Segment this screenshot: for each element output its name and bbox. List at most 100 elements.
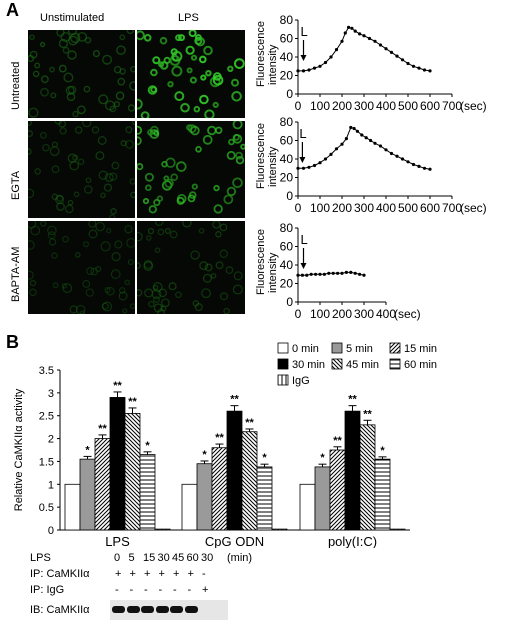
trace-point <box>344 270 348 274</box>
cell <box>40 221 47 227</box>
significance-marker: ** <box>230 394 239 406</box>
cell <box>74 126 83 134</box>
trace-point <box>373 39 377 43</box>
cell <box>212 74 224 86</box>
cell <box>147 129 154 136</box>
x-tick-label: 700 <box>442 201 462 215</box>
cell <box>59 127 67 135</box>
trace-point <box>296 166 300 170</box>
trace-point <box>362 273 366 277</box>
x-axis-unit: (sec) <box>460 201 487 215</box>
cell <box>88 229 98 239</box>
cell <box>34 62 41 69</box>
cell <box>120 140 127 147</box>
cell <box>122 308 128 314</box>
cell <box>234 58 245 69</box>
trace-point <box>395 54 399 58</box>
cell <box>106 286 115 296</box>
y-tick-label: 60 <box>280 32 294 46</box>
micrograph-cells <box>137 221 243 314</box>
cell <box>49 146 60 157</box>
cell <box>102 301 113 312</box>
bar <box>374 458 391 531</box>
panel-a-letter: A <box>6 0 19 20</box>
cell <box>124 225 133 234</box>
cell <box>153 296 160 303</box>
cell <box>153 198 161 207</box>
cell <box>205 70 212 77</box>
cell <box>130 65 135 73</box>
trace-point <box>358 272 362 276</box>
trace-point <box>352 126 356 131</box>
trace-point <box>343 31 347 35</box>
trace-point <box>353 29 357 33</box>
cell <box>157 228 165 236</box>
wb-lane-mark: - <box>173 584 177 596</box>
trace-point <box>327 271 331 275</box>
cell <box>101 302 109 310</box>
x-tick-label: 200 <box>332 201 352 215</box>
cell <box>176 196 185 205</box>
cell <box>32 70 40 78</box>
micrograph-egta-unstimulated <box>28 121 135 218</box>
wb-lane-mark: + <box>129 568 136 580</box>
cell <box>154 221 164 227</box>
cell <box>58 121 67 128</box>
category-label: poly(I:C) <box>328 534 377 548</box>
cell <box>102 54 113 65</box>
significance-marker: ** <box>363 408 372 420</box>
cell <box>137 289 143 297</box>
legend-swatch <box>277 342 289 354</box>
x-tick-label: 0 <box>295 201 302 215</box>
cell <box>231 78 239 87</box>
cell <box>129 178 135 185</box>
cell <box>193 105 201 113</box>
cell <box>82 121 92 128</box>
cell <box>219 292 229 301</box>
cell <box>132 121 135 126</box>
micrograph-cells <box>137 121 245 214</box>
cell <box>235 156 245 165</box>
cell <box>182 221 192 228</box>
cell <box>137 30 145 41</box>
trace-point <box>329 152 333 156</box>
trace-point <box>355 129 359 133</box>
bar <box>64 483 81 531</box>
significance-marker: ** <box>113 380 122 392</box>
cell <box>159 36 168 45</box>
y-tick-label: 1.5 <box>39 456 54 468</box>
cell <box>67 50 77 60</box>
x-tick-label: 300 <box>354 201 374 215</box>
wb-lane-mark: + <box>115 568 122 580</box>
y-tick-label: 0.5 <box>39 502 54 514</box>
cell <box>42 143 50 152</box>
cell <box>175 161 187 172</box>
trace-point <box>318 64 322 68</box>
trace-point <box>318 272 322 276</box>
stimulus-label: L <box>301 232 308 247</box>
cell <box>74 252 81 258</box>
cell <box>72 110 79 118</box>
y-axis-label: intensity <box>267 252 279 293</box>
cell <box>225 266 234 275</box>
trace-point <box>344 137 348 141</box>
cell <box>83 85 91 93</box>
wb-lane-mark: + <box>158 568 165 580</box>
cell <box>79 310 86 314</box>
significance-marker: * <box>320 452 325 464</box>
cell <box>114 240 123 249</box>
cell <box>161 160 168 168</box>
x-tick-label: 400 <box>376 99 396 113</box>
cell <box>127 259 134 266</box>
cell <box>170 173 178 181</box>
cell <box>129 81 135 91</box>
cell <box>88 221 97 228</box>
trace-point <box>334 147 339 151</box>
y-tick-label: 40 <box>280 50 294 64</box>
cell <box>189 76 197 84</box>
cell <box>219 249 229 259</box>
wb-lane-mark: - <box>115 584 119 596</box>
cell <box>28 188 35 199</box>
y-tick-label: 0 <box>48 525 54 537</box>
cell <box>111 251 121 262</box>
